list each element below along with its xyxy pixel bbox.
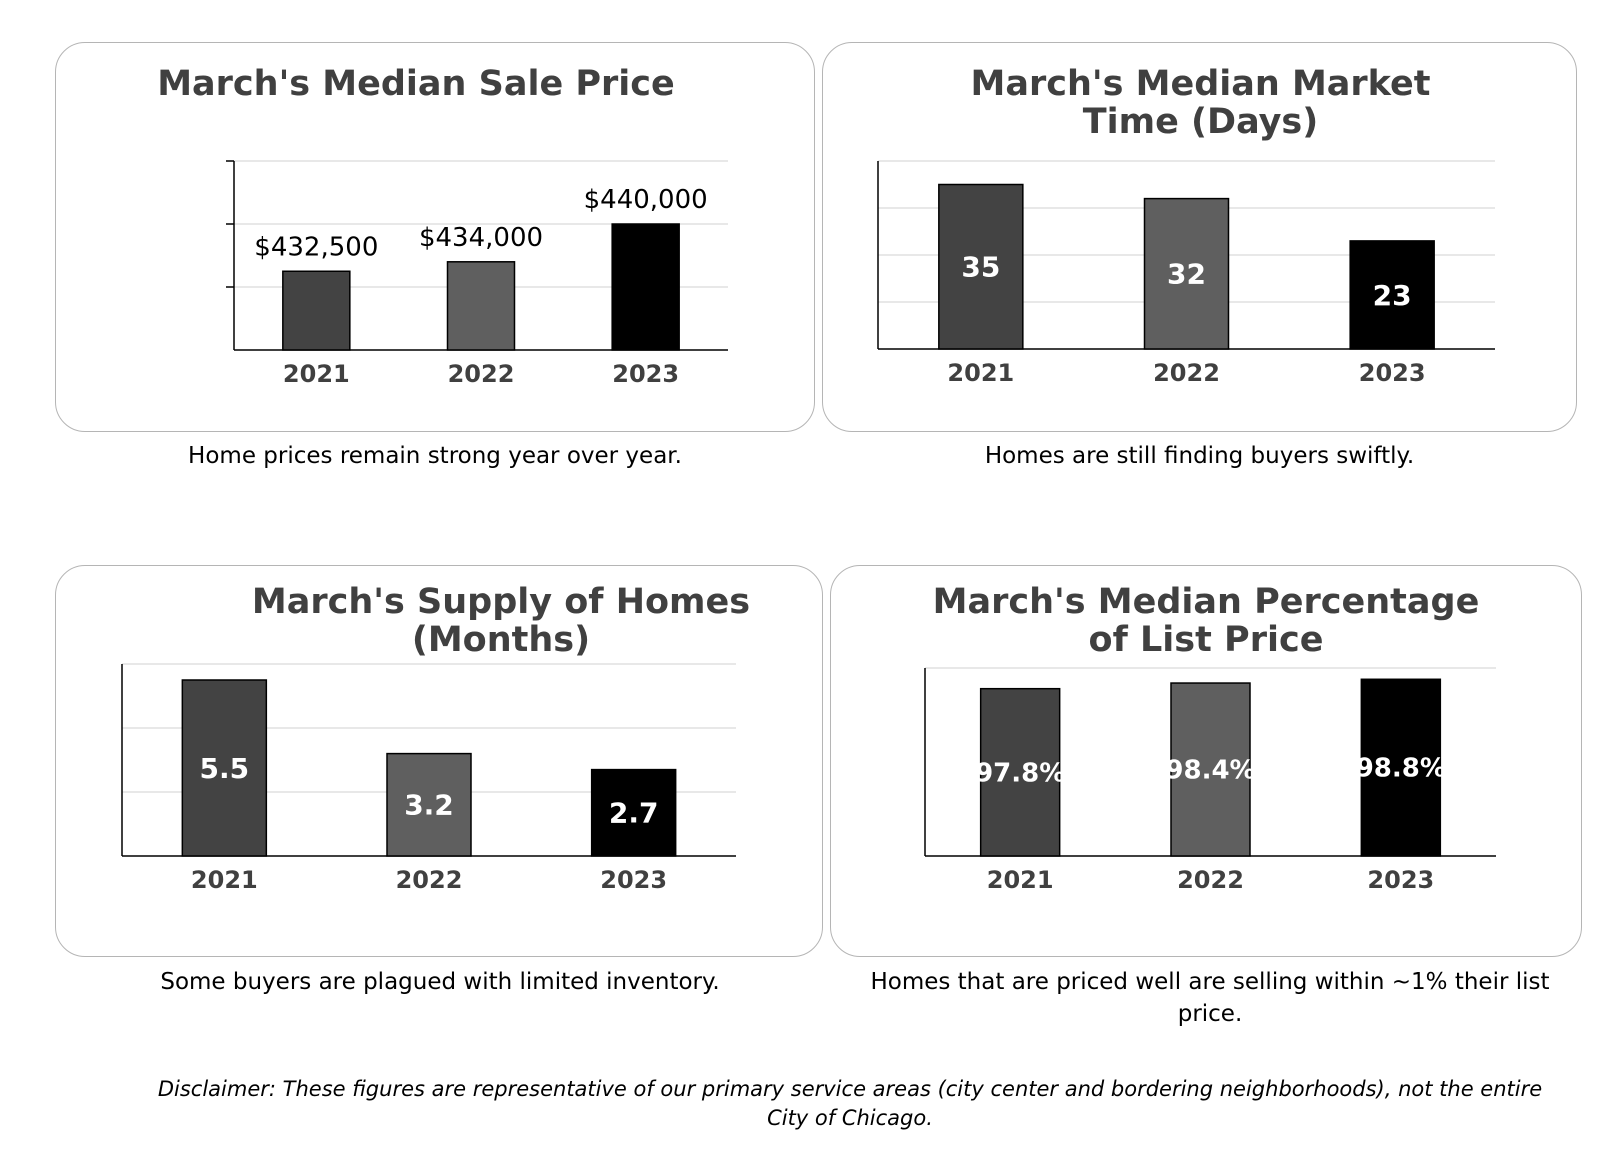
category-label-2023: 2023: [600, 866, 667, 894]
list-price-chart: 97.8% 2021 98.4% 2022 98.8% 2023: [924, 667, 1496, 894]
category-label-2021: 2021: [283, 360, 350, 388]
data-label-2021: $432,500: [254, 232, 378, 262]
bar-2021: [979, 687, 1061, 857]
bar-2021: [282, 270, 351, 351]
bar-2021: [181, 679, 268, 857]
data-label-2023: 2.7: [609, 797, 659, 830]
bar-2023: [1349, 240, 1435, 350]
data-label-2023: $440,000: [584, 185, 708, 215]
data-label-2022: 98.4%: [1165, 756, 1255, 786]
bar-2023: [611, 223, 680, 351]
bar-2023: [1360, 678, 1442, 857]
chart-card-supply: 5.5 2021 3.2 2022 2.7 2023 March's Supply of …: [55, 565, 823, 957]
data-label-2023: 98.8%: [1356, 754, 1446, 784]
category-label-2022: 2022: [448, 360, 515, 388]
bar-2022: [1143, 197, 1230, 350]
chart-title-market-time: March's Median Market Time (Days): [970, 64, 1431, 142]
data-label-2021: 97.8%: [975, 758, 1065, 788]
caption-supply: Some buyers are plagued with limited inv…: [160, 969, 720, 995]
data-label-2021: 5.5: [200, 752, 250, 785]
bar-2022: [1170, 682, 1251, 857]
supply-chart: 5.5 2021 3.2 2022 2.7 2023: [121, 663, 736, 894]
chart-title-sale-price: March's Median Sale Price: [157, 64, 675, 104]
category-label-2022: 2022: [1153, 359, 1220, 387]
category-label-2022: 2022: [1177, 866, 1244, 894]
data-label-2022: 3.2: [404, 789, 454, 822]
bar-2022: [386, 752, 472, 857]
data-label-2022: 32: [1167, 258, 1206, 291]
chart-title-supply: March's Supply of Homes (Months): [251, 582, 751, 660]
category-label-2023: 2023: [1359, 359, 1426, 387]
caption-sale-price: Home prices remain strong year over year…: [188, 443, 682, 469]
chart-card-list-price: 97.8% 2021 98.4% 2022 98.8% 2023 March's Medi…: [830, 565, 1582, 957]
data-label-2021: 35: [961, 251, 1000, 284]
bar-2023: [590, 768, 677, 857]
category-label-2022: 2022: [396, 866, 463, 894]
caption-list-price: Homes that are priced well are selling w…: [870, 969, 1550, 1027]
market-time-chart: 35 2021 32 2022 23 2023: [877, 160, 1495, 387]
category-label-2021: 2021: [191, 866, 258, 894]
category-label-2023: 2023: [612, 360, 679, 388]
sale-price-chart: $432,500 2021 $434,000 2022 $440,000 2023: [226, 160, 728, 388]
data-label-2023: 23: [1373, 279, 1412, 312]
chart-card-sale-price: $432,500 2021 $434,000 2022 $440,000 2023 Mar…: [55, 42, 815, 432]
category-label-2021: 2021: [987, 866, 1054, 894]
disclaimer: Disclaimer: These figures are representa…: [157, 1077, 1543, 1130]
bar-2021: [938, 183, 1024, 350]
bar-2022: [446, 261, 516, 351]
category-label-2021: 2021: [947, 359, 1014, 387]
chart-card-market-time: 35 2021 32 2022 23 2023 March's Median Market…: [822, 42, 1577, 432]
data-label-2022: $434,000: [419, 223, 543, 253]
caption-market-time: Homes are still finding buyers swiftly.: [984, 443, 1415, 469]
category-label-2023: 2023: [1367, 866, 1434, 894]
chart-title-list-price: March's Median Percentage of List Price: [932, 582, 1480, 660]
